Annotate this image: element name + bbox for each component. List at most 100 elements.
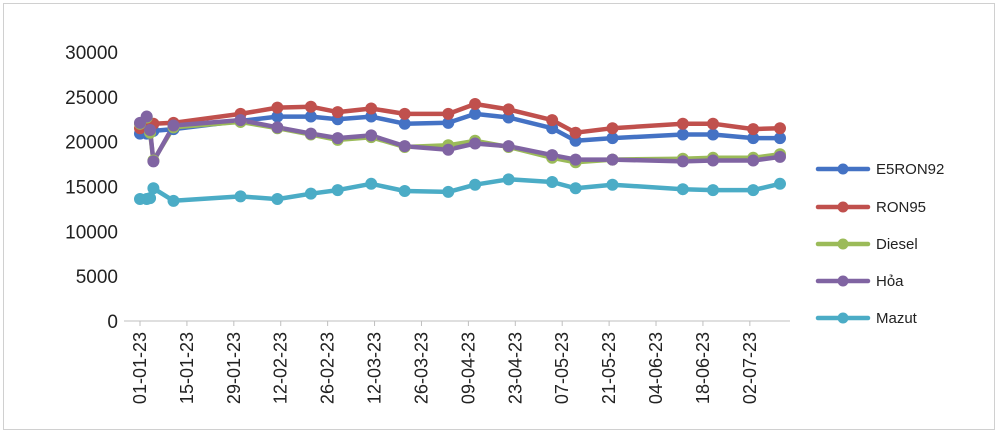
- x-tick-label: 02-07-23: [740, 332, 760, 404]
- data-point: [304, 110, 317, 123]
- data-point: [331, 184, 344, 197]
- x-tick-label: 01-01-23: [130, 332, 150, 404]
- data-point: [546, 176, 559, 189]
- data-point: [676, 183, 689, 196]
- legend-label: E5RON92: [876, 161, 944, 178]
- data-point: [606, 132, 619, 145]
- x-tick-label: 09-04-23: [458, 332, 478, 404]
- y-tick-label: 20000: [65, 133, 118, 154]
- x-tick-label: 12-03-23: [365, 332, 385, 404]
- data-point: [365, 102, 378, 115]
- data-point: [774, 132, 786, 145]
- data-point: [747, 184, 760, 197]
- data-point: [442, 143, 455, 156]
- x-tick-label: 12-02-23: [271, 332, 291, 404]
- x-tick-label: 04-06-23: [646, 332, 666, 404]
- data-point: [569, 182, 582, 195]
- data-point: [304, 187, 317, 200]
- data-point: [502, 140, 515, 153]
- data-point: [167, 194, 180, 207]
- data-point: [271, 110, 284, 123]
- series-points: [134, 98, 786, 207]
- data-point: [502, 103, 515, 116]
- x-tick-label: 07-05-23: [552, 332, 572, 404]
- data-point: [271, 101, 284, 114]
- x-tick-label: 29-01-23: [224, 332, 244, 404]
- legend-swatch-marker: [837, 238, 849, 250]
- data-point: [774, 177, 786, 190]
- data-point: [144, 124, 157, 137]
- data-point: [147, 182, 160, 195]
- data-point: [747, 154, 760, 167]
- data-point: [469, 178, 482, 191]
- legend-swatch-marker: [837, 163, 849, 175]
- data-point: [706, 128, 719, 141]
- data-point: [606, 153, 619, 166]
- legend-swatch-marker: [837, 312, 849, 324]
- x-tick-labels: 01-01-23 15-01-23 29-01-23 12-02-23 26-02-23…: [130, 321, 760, 404]
- data-point: [140, 110, 153, 123]
- data-point: [398, 184, 411, 197]
- data-point: [304, 100, 317, 113]
- data-point: [546, 114, 559, 127]
- data-point: [365, 177, 378, 190]
- data-point: [147, 155, 160, 168]
- y-tick-label: 15000: [65, 178, 118, 199]
- data-point: [304, 127, 317, 140]
- chart-frame: [3, 3, 995, 430]
- data-point: [676, 155, 689, 168]
- data-point: [234, 190, 247, 203]
- y-tick-label: 10000: [65, 222, 118, 243]
- data-point: [398, 117, 411, 130]
- data-point: [706, 117, 719, 130]
- data-point: [331, 106, 344, 119]
- legend-label: Hỏa: [876, 273, 904, 290]
- y-tick-label: 25000: [65, 88, 118, 109]
- data-point: [167, 119, 180, 132]
- legend-label: Mazut: [876, 310, 918, 327]
- x-tick-label: 18-06-23: [693, 332, 713, 404]
- x-tick-label: 15-01-23: [177, 332, 197, 404]
- x-tick-label: 26-02-23: [318, 332, 338, 404]
- data-point: [144, 192, 157, 205]
- legend-label: RON95: [876, 199, 926, 216]
- y-tick-label: 30000: [65, 43, 118, 64]
- data-point: [546, 149, 559, 162]
- data-point: [398, 140, 411, 153]
- data-point: [234, 114, 247, 127]
- data-point: [774, 122, 786, 135]
- data-point: [747, 132, 760, 145]
- data-point: [706, 184, 719, 197]
- data-point: [747, 123, 760, 136]
- legend-swatch-marker: [837, 201, 849, 213]
- x-tick-label: 23-04-23: [505, 332, 525, 404]
- data-point: [442, 116, 455, 129]
- data-point: [676, 117, 689, 130]
- data-point: [569, 153, 582, 166]
- data-point: [442, 185, 455, 198]
- data-point: [469, 107, 482, 120]
- y-tick-label: 0: [107, 312, 118, 333]
- data-point: [502, 173, 515, 186]
- legend: E5RON92 RON95 Diesel Hỏa Mazut: [815, 161, 944, 327]
- data-point: [676, 128, 689, 141]
- data-point: [331, 132, 344, 145]
- data-point: [398, 107, 411, 120]
- data-point: [271, 121, 284, 134]
- legend-swatch-marker: [837, 275, 849, 287]
- data-point: [774, 150, 786, 163]
- x-tick-label: 26-03-23: [411, 332, 431, 404]
- data-point: [706, 154, 719, 167]
- data-point: [442, 107, 455, 120]
- data-point: [469, 98, 482, 111]
- data-point: [606, 178, 619, 191]
- legend-label: Diesel: [876, 236, 918, 253]
- data-point: [271, 193, 284, 206]
- data-point: [569, 126, 582, 139]
- data-point: [606, 122, 619, 135]
- x-tick-label: 21-05-23: [599, 332, 619, 404]
- y-tick-labels: 0 5000 10000 15000 20000 25000 30000: [65, 43, 118, 333]
- y-tick-label: 5000: [76, 267, 118, 288]
- data-point: [365, 129, 378, 142]
